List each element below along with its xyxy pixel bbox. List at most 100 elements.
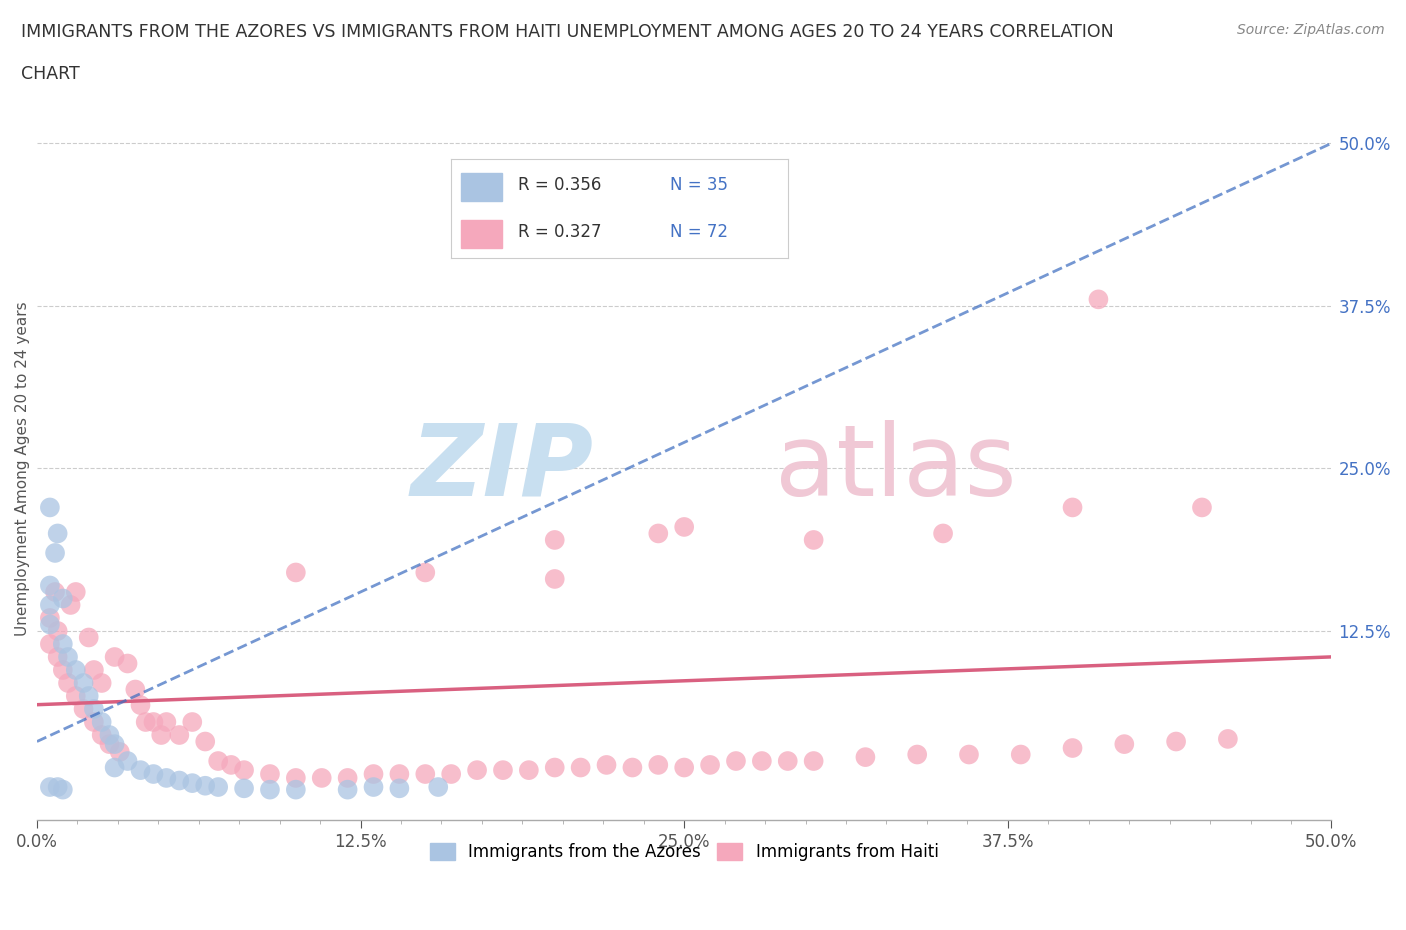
Point <box>155 714 177 729</box>
Point <box>1191 500 1213 515</box>
Point <box>427 779 450 794</box>
Point <box>83 701 105 716</box>
Text: CHART: CHART <box>21 65 80 83</box>
Point <box>117 753 139 768</box>
Point <box>98 737 121 751</box>
Point <box>65 662 87 677</box>
Point <box>150 727 173 742</box>
Point <box>142 766 165 781</box>
Point <box>38 500 60 515</box>
Point <box>284 782 307 797</box>
Point <box>65 688 87 703</box>
Point <box>38 636 60 651</box>
Point <box>194 734 217 749</box>
Point <box>104 737 127 751</box>
Point <box>129 763 152 777</box>
Point <box>56 675 79 690</box>
Point <box>46 649 69 664</box>
Point <box>905 747 928 762</box>
Point <box>673 760 696 775</box>
Point <box>142 714 165 729</box>
Point <box>492 763 515 777</box>
Point <box>388 781 411 796</box>
Point <box>544 572 567 587</box>
Point <box>169 727 191 742</box>
Point <box>233 781 256 796</box>
Point <box>72 701 94 716</box>
Y-axis label: Unemployment Among Ages 20 to 24 years: Unemployment Among Ages 20 to 24 years <box>15 301 30 636</box>
Point <box>155 770 177 785</box>
Point <box>440 766 463 781</box>
Point <box>413 766 436 781</box>
Point <box>77 688 100 703</box>
Text: atlas: atlas <box>775 420 1017 517</box>
Point <box>219 758 242 773</box>
Point <box>1010 747 1032 762</box>
Point <box>65 585 87 600</box>
Point <box>336 770 359 785</box>
Point <box>465 763 488 777</box>
Point <box>52 782 75 797</box>
Point <box>44 585 66 600</box>
Point <box>207 753 229 768</box>
Point <box>52 636 75 651</box>
Point <box>544 760 567 775</box>
Point <box>595 758 617 773</box>
Point <box>46 623 69 638</box>
Point <box>181 776 204 790</box>
Point <box>83 662 105 677</box>
Point <box>104 760 127 775</box>
Point <box>83 714 105 729</box>
Point <box>38 598 60 613</box>
Point <box>776 753 799 768</box>
Point <box>517 763 540 777</box>
Point <box>90 675 112 690</box>
Point <box>1216 732 1239 747</box>
Point <box>336 782 359 797</box>
Point <box>413 565 436 580</box>
Point <box>56 649 79 664</box>
Point <box>98 727 121 742</box>
Text: ZIP: ZIP <box>411 420 593 517</box>
Point <box>233 763 256 777</box>
Point <box>104 649 127 664</box>
Point <box>259 782 281 797</box>
Point <box>38 578 60 593</box>
Point <box>544 533 567 548</box>
Point <box>46 526 69 541</box>
Legend: Immigrants from the Azores, Immigrants from Haiti: Immigrants from the Azores, Immigrants f… <box>423 836 945 868</box>
Point <box>129 698 152 712</box>
Point <box>38 779 60 794</box>
Point <box>751 753 773 768</box>
Point <box>569 760 592 775</box>
Point <box>59 598 82 613</box>
Point <box>52 591 75 606</box>
Point <box>855 750 877 764</box>
Point <box>932 526 955 541</box>
Point <box>124 682 146 697</box>
Point <box>46 779 69 794</box>
Point <box>181 714 204 729</box>
Point <box>44 546 66 561</box>
Point <box>647 240 669 255</box>
Point <box>52 662 75 677</box>
Point <box>90 727 112 742</box>
Point <box>77 630 100 644</box>
Point <box>363 766 385 781</box>
Point <box>169 773 191 788</box>
Point <box>72 675 94 690</box>
Point <box>621 760 644 775</box>
Point <box>38 617 60 631</box>
Text: Source: ZipAtlas.com: Source: ZipAtlas.com <box>1237 23 1385 37</box>
Point <box>724 753 747 768</box>
Point <box>699 758 721 773</box>
Point <box>194 778 217 793</box>
Point <box>1114 737 1136 751</box>
Point <box>284 565 307 580</box>
Point <box>259 766 281 781</box>
Point <box>207 779 229 794</box>
Point <box>957 747 980 762</box>
Point <box>1087 292 1109 307</box>
Text: IMMIGRANTS FROM THE AZORES VS IMMIGRANTS FROM HAITI UNEMPLOYMENT AMONG AGES 20 T: IMMIGRANTS FROM THE AZORES VS IMMIGRANTS… <box>21 23 1114 41</box>
Point <box>647 758 669 773</box>
